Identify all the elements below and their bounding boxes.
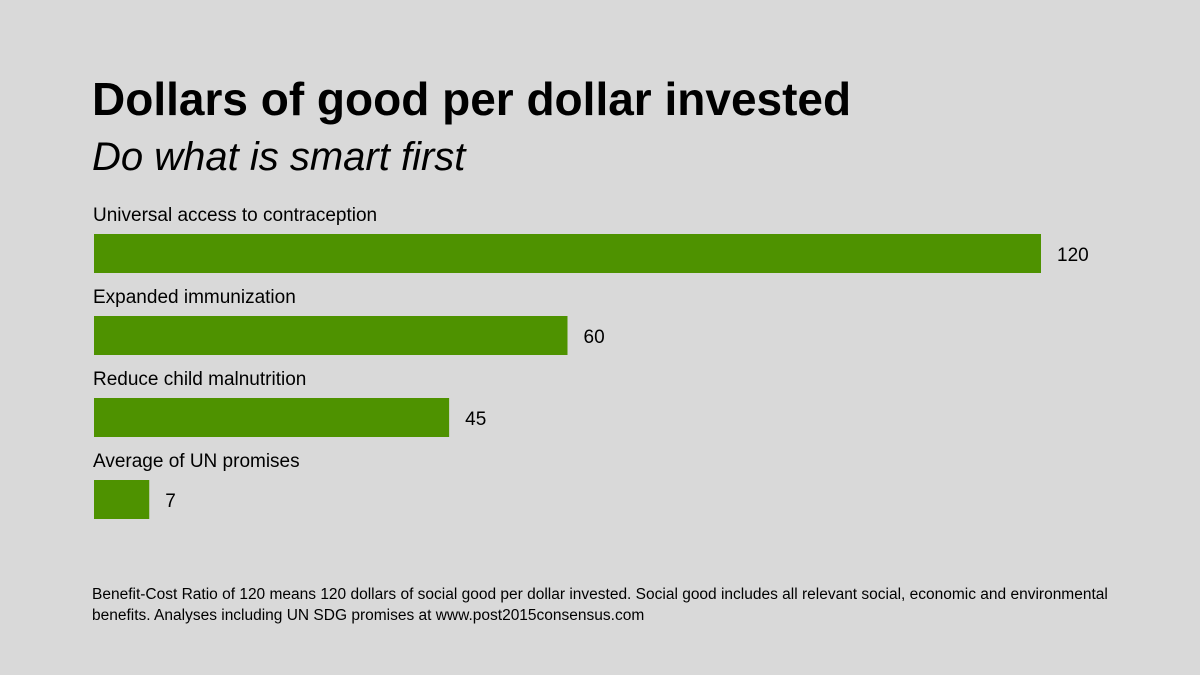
chart-title: Dollars of good per dollar invested bbox=[92, 73, 852, 125]
category-label: Average of UN promises bbox=[93, 451, 300, 472]
value-label: 45 bbox=[465, 409, 486, 430]
value-label: 120 bbox=[1057, 245, 1089, 266]
value-label: 60 bbox=[584, 327, 605, 348]
category-label: Reduce child malnutrition bbox=[93, 369, 306, 390]
category-label: Universal access to contraception bbox=[93, 205, 377, 226]
bar bbox=[94, 398, 450, 437]
chart-subtitle: Do what is smart first bbox=[92, 135, 466, 179]
bar bbox=[94, 316, 568, 355]
chart-footnote: Benefit-Cost Ratio of 120 means 120 doll… bbox=[92, 586, 1108, 624]
category-label: Expanded immunization bbox=[93, 287, 296, 308]
bar-chart: Universal access to contraception 120 Expa… bbox=[93, 205, 1089, 519]
bar bbox=[94, 480, 150, 519]
bar bbox=[94, 234, 1041, 273]
value-label: 7 bbox=[165, 491, 176, 512]
